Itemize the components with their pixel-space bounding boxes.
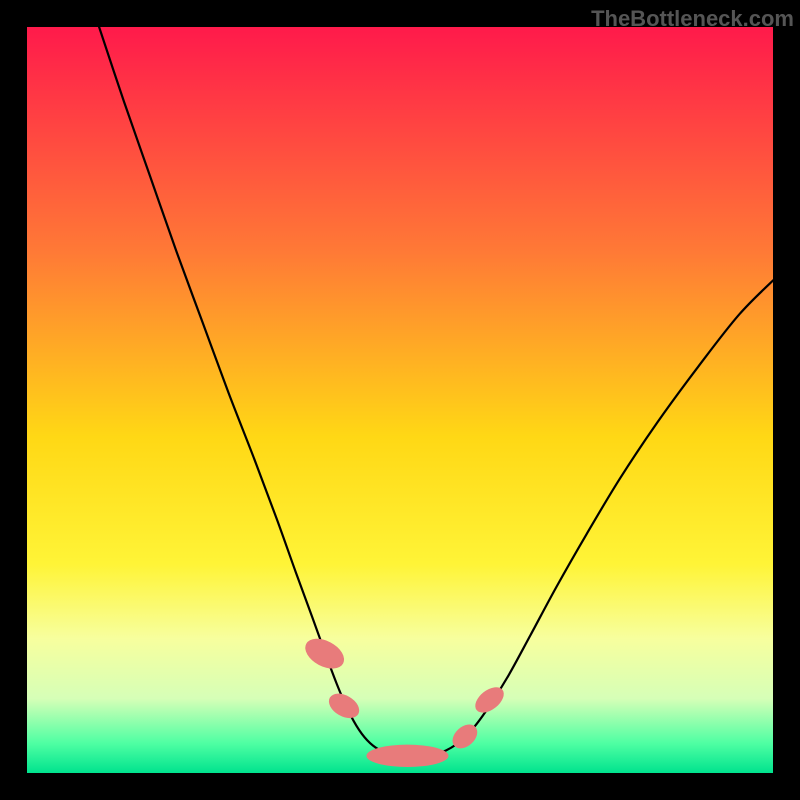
chart-frame: TheBottleneck.com (0, 0, 800, 800)
gradient-plot (27, 27, 773, 773)
watermark-text: TheBottleneck.com (591, 6, 794, 32)
valley-marker (366, 745, 448, 767)
